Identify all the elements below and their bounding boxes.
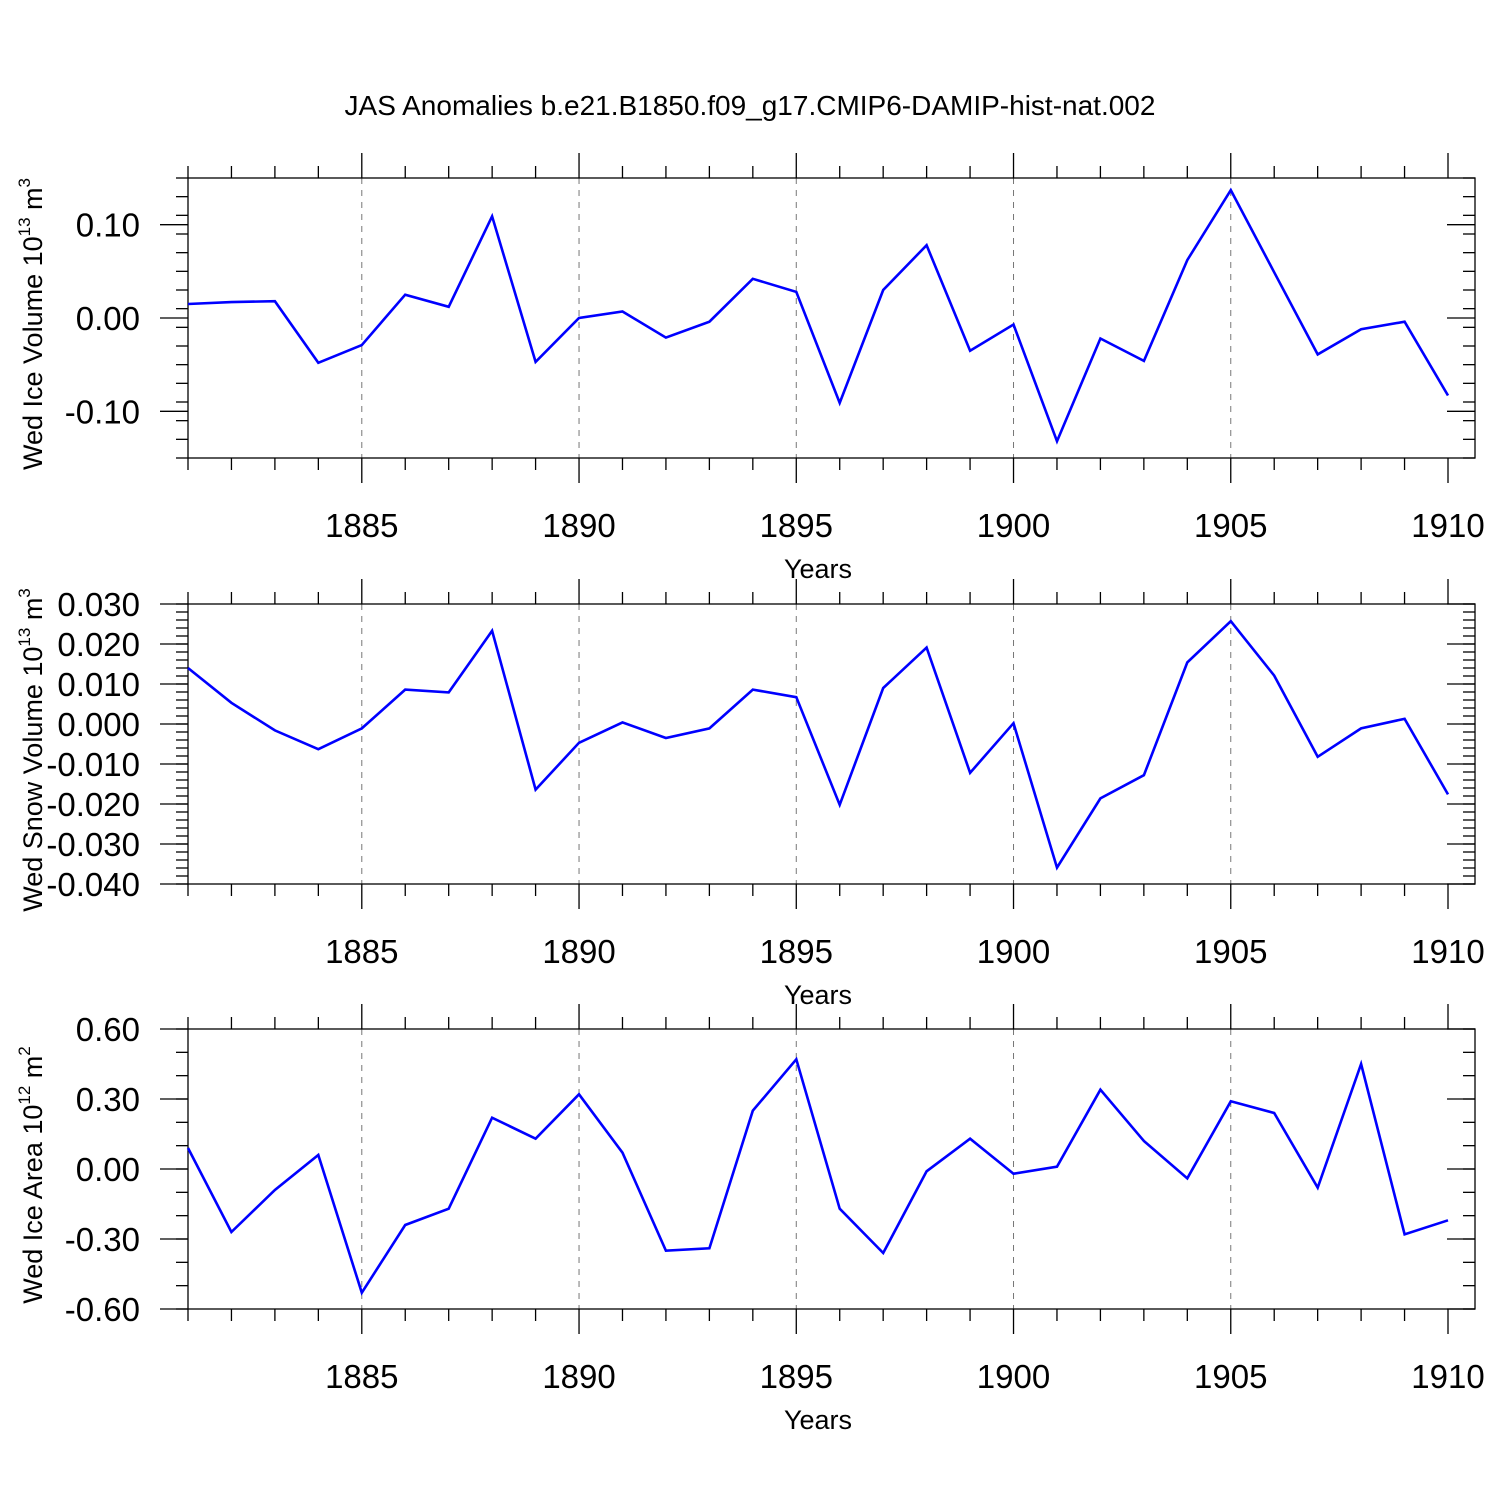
plot-frame [187,603,1476,885]
figure-title: JAS Anomalies b.e21.B1850.f09_g17.CMIP6-… [345,90,1156,121]
y-tick-label: 0.00 [76,1151,140,1188]
x-tick-label: 1910 [1411,933,1484,970]
y-tick-label: 0.020 [57,626,140,663]
y-axis-label-unit-exponent: 2 [15,1046,34,1055]
y-tick-label: -0.040 [46,866,140,903]
x-tick-label: 1895 [760,1358,833,1395]
panel-ice-volume: 0.10 0.00 -0.10 1885 1890 1895 1900 1905 1910 Yea… [15,153,1485,584]
y-tick-label: 0.000 [57,706,140,743]
x-tick-label: 1890 [542,1358,615,1395]
y-axis-label-exponent: 13 [15,628,34,647]
y-axis-label-exponent: 13 [15,217,34,236]
x-tick-label: 1910 [1411,1358,1484,1395]
series-line-ice-area [186,1056,1449,1296]
y-tick-label: 0.030 [57,586,140,623]
x-tick-label: 1905 [1194,933,1267,970]
x-axis-label: Years [784,980,852,1010]
y-axis-label-unit: m [18,1056,48,1086]
y-axis-label-text: Wed Ice Volume 10 [18,236,48,470]
y-axis-label-text: Wed Snow Volume 10 [18,647,48,912]
y-tick-label: -0.30 [65,1221,140,1258]
y-tick-label: -0.60 [65,1291,140,1328]
x-tick-label: 1900 [977,1358,1050,1395]
y-axis-label: Wed Ice Volume 1013 m3 [15,178,48,470]
x-tick-label: 1890 [542,507,615,544]
x-tick-label: 1890 [542,933,615,970]
y-axis-label: Wed Ice Area 1012 m2 [15,1046,48,1304]
series-line-ice-volume [187,187,1450,445]
y-tick-label: 0.010 [57,666,140,703]
x-tick-label: 1910 [1411,507,1484,544]
panels: 0.10 0.00 -0.10 1885 1890 1895 1900 1905 1910 Yea… [15,153,1485,1435]
y-axis-label-text: Wed Ice Area 10 [18,1105,48,1304]
y-axis-label-exponent: 12 [15,1086,34,1105]
x-axis-label: Years [784,1405,852,1435]
x-axis-label: Years [784,554,852,584]
x-tick-label: 1885 [325,507,398,544]
y-tick-label: 0.10 [76,207,140,244]
series-line-snow-volume [187,619,1450,871]
y-axis-label-unit-exponent: 3 [15,178,34,187]
x-tick-label: 1895 [760,933,833,970]
x-tick-label: 1905 [1194,1358,1267,1395]
x-tick-label: 1895 [760,507,833,544]
panel-snow-volume: 0.0300.0200.0100.000-0.010-0.020-0.030-0… [15,579,1485,1010]
y-tick-label: 0.00 [76,300,140,337]
y-tick-label: 0.30 [76,1081,140,1118]
x-tick-label: 1905 [1194,507,1267,544]
x-tick-label: 1900 [977,933,1050,970]
x-tick-label: 1885 [325,1358,398,1395]
y-tick-label: -0.020 [46,786,140,823]
x-tick-label: 1900 [977,507,1050,544]
y-axis-label-unit: m [18,187,48,217]
x-tick-label: 1885 [325,933,398,970]
y-axis-label-unit: m [18,598,48,628]
y-tick-label: -0.10 [65,393,140,430]
y-tick-label: -0.010 [46,746,140,783]
y-axis-label-unit-exponent: 3 [15,588,34,597]
y-tick-label: 0.60 [76,1011,140,1048]
y-tick-label: -0.030 [46,826,140,863]
panel-ice-area: 0.60 0.30 0.00 -0.30 -0.60 1885 1890 1895 1900 19… [15,1004,1485,1435]
y-axis-label: Wed Snow Volume 1013 m3 [15,588,48,912]
